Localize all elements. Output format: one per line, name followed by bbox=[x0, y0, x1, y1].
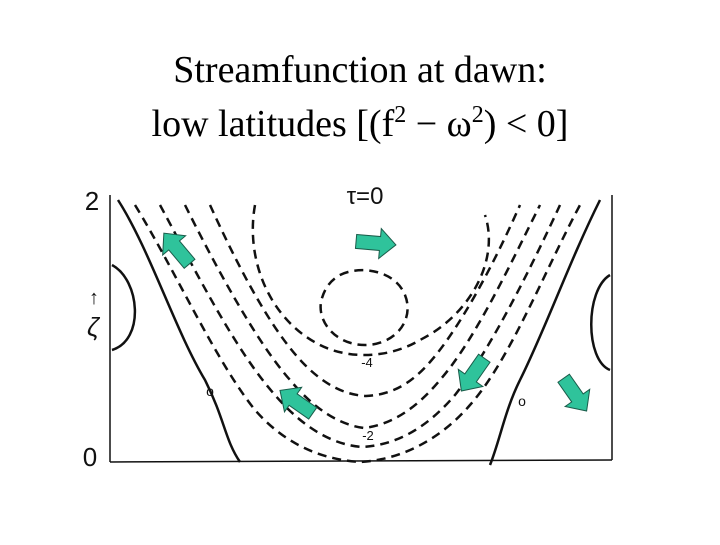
flow-arrow bbox=[557, 373, 591, 412]
figure: 2 0 τ=0 ↑ ζ -4 -2 o o bbox=[83, 183, 613, 472]
axis-label: 2 bbox=[85, 186, 99, 216]
title-line-2: low latitudes [(f2 − ω2) < 0] bbox=[152, 102, 569, 145]
contour bbox=[183, 204, 542, 430]
contour-label: o bbox=[206, 383, 214, 399]
superscript: 2 bbox=[472, 102, 484, 128]
contour-label: o bbox=[518, 393, 526, 409]
axis-label: ↑ bbox=[89, 287, 99, 309]
contour bbox=[319, 268, 409, 347]
figure-label: τ=0 bbox=[347, 183, 384, 210]
flow-arrow bbox=[354, 227, 397, 260]
flow-arrow bbox=[457, 353, 491, 392]
contour bbox=[111, 263, 137, 352]
title-line-1: Streamfunction at dawn: bbox=[173, 49, 547, 91]
axis-label: ζ bbox=[87, 312, 101, 342]
axis bbox=[109, 459, 613, 463]
contour bbox=[488, 199, 602, 466]
title-text: low latitudes [(f bbox=[152, 103, 395, 145]
flow-arrow bbox=[162, 232, 196, 269]
contour bbox=[158, 204, 562, 449]
contour bbox=[208, 204, 522, 398]
superscript: 2 bbox=[394, 102, 406, 128]
contour-label: -4 bbox=[361, 355, 373, 370]
contour bbox=[116, 199, 242, 463]
axis-label: 0 bbox=[83, 442, 97, 472]
contour bbox=[251, 204, 491, 357]
title-text: − ω bbox=[406, 103, 471, 145]
contour-label: -2 bbox=[362, 428, 374, 443]
contour bbox=[590, 273, 611, 372]
title-text: ) < 0] bbox=[484, 103, 569, 145]
flow-arrow bbox=[279, 386, 318, 420]
